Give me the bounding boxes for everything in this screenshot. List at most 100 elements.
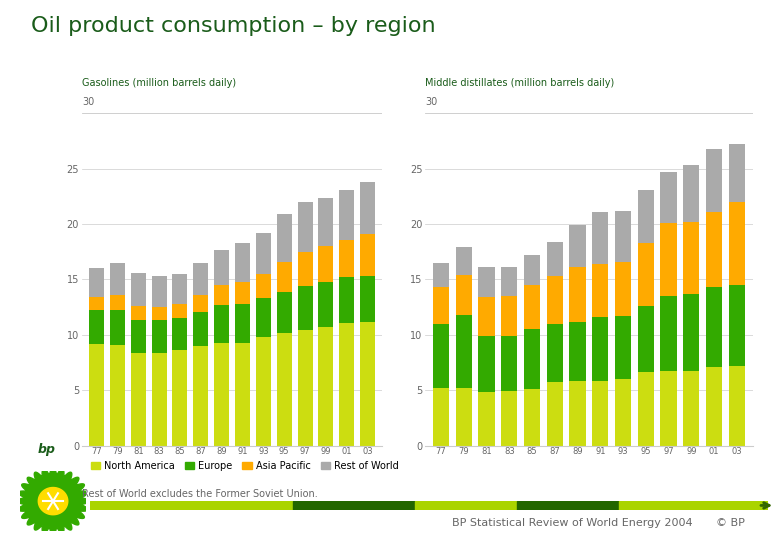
Bar [297,252,313,286]
Text: bp: bp [37,443,55,456]
Bar [235,282,250,304]
Bar [172,274,187,304]
Bar [517,501,619,510]
Bar [318,198,333,246]
Bar [193,263,208,295]
Bar [547,276,563,323]
Bar [293,501,416,510]
Bar [215,249,229,285]
Polygon shape [17,468,89,535]
Bar [592,264,608,317]
Bar [478,267,495,297]
Bar [683,222,700,294]
Bar [235,342,250,446]
Bar [706,287,722,367]
Bar [339,240,354,277]
Bar [277,333,292,446]
Bar [615,316,631,379]
Bar [360,234,375,276]
Bar [637,306,654,373]
Bar [339,277,354,322]
Text: © BP: © BP [716,518,745,528]
Bar [89,310,104,343]
Bar [215,305,229,342]
Bar [215,342,229,446]
Bar [318,282,333,327]
Bar [151,353,167,446]
Bar [729,144,745,202]
Bar [569,321,586,381]
Bar [683,372,700,446]
Text: Middle distillates (million barrels daily): Middle distillates (million barrels dail… [425,78,615,89]
Bar [89,297,104,310]
Bar [501,392,517,446]
Bar [193,312,208,346]
Bar [456,275,472,315]
Polygon shape [38,488,68,515]
Bar [110,263,125,295]
Bar [110,310,125,345]
Bar [547,324,563,382]
Bar [131,306,146,320]
Bar [547,242,563,276]
Bar [501,267,517,296]
Bar [90,501,293,510]
Bar [478,297,495,336]
Bar [297,286,313,330]
Bar [501,296,517,336]
Bar [89,268,104,297]
Bar [256,233,271,274]
Bar [524,285,541,329]
Bar [131,353,146,446]
Bar [151,307,167,320]
Bar [569,225,586,267]
Bar [215,285,229,305]
Bar [524,255,541,285]
Bar [637,373,654,446]
Bar [89,343,104,446]
Bar [729,285,745,366]
Text: 30: 30 [425,97,438,107]
Bar [729,202,745,285]
Bar [110,345,125,445]
Bar [235,243,250,282]
Bar [297,202,313,252]
Bar [172,304,187,318]
Bar [256,337,271,445]
Bar [569,267,586,321]
Bar [661,372,677,446]
Bar [433,287,449,323]
Bar [416,501,517,510]
Text: 30: 30 [82,97,94,107]
Bar [706,149,722,212]
Bar [615,379,631,446]
Legend: North America, Europe, Asia Pacific, Rest of World: North America, Europe, Asia Pacific, Res… [87,457,402,475]
Bar [592,212,608,264]
Bar [277,292,292,333]
Bar [592,381,608,445]
Bar [360,182,375,234]
Bar [433,388,449,445]
Bar [433,324,449,388]
Bar [256,274,271,298]
Bar [193,295,208,312]
Bar [256,298,271,337]
Bar [637,190,654,243]
Bar [235,304,250,342]
Bar [683,165,700,222]
Bar [478,393,495,446]
Bar [524,329,541,389]
Bar [433,263,449,287]
Bar [172,350,187,446]
Bar [360,276,375,321]
Bar [661,223,677,296]
Bar [619,501,768,510]
Bar [339,190,354,240]
Bar [592,317,608,381]
Bar [110,295,125,310]
Text: BP Statistical Review of World Energy 2004: BP Statistical Review of World Energy 20… [452,518,693,528]
Bar [339,322,354,446]
Bar [297,330,313,446]
Bar [615,211,631,262]
Bar [547,382,563,446]
